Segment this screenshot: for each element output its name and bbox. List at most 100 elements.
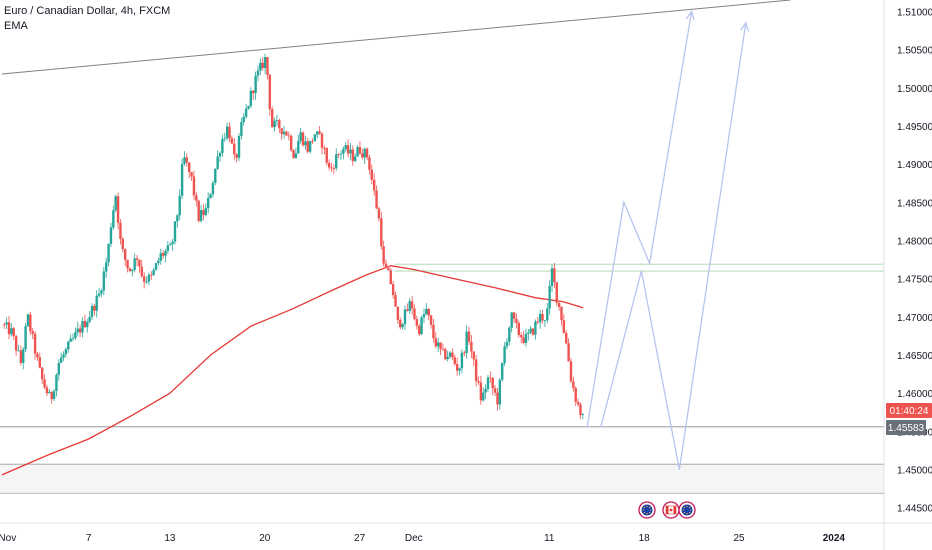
candle-body <box>43 379 46 388</box>
candle <box>280 128 283 140</box>
candle-body <box>86 321 89 328</box>
candle-body <box>19 350 23 364</box>
candle-body <box>318 131 321 134</box>
candle-body <box>519 335 523 338</box>
candle-body <box>237 136 241 158</box>
candle-body <box>470 341 473 352</box>
candle <box>368 154 371 175</box>
candle-body <box>10 328 13 335</box>
eu-flag-icon[interactable] <box>638 501 656 519</box>
candle-body <box>135 258 139 260</box>
candle-body <box>287 135 291 137</box>
candle <box>10 323 13 337</box>
candle <box>233 138 236 160</box>
candle <box>548 280 551 315</box>
candle-body <box>24 326 27 350</box>
candle-body <box>396 306 400 320</box>
candle-body <box>45 387 49 394</box>
candle <box>565 330 568 345</box>
candle <box>188 162 191 179</box>
candle <box>86 318 89 333</box>
candle-body <box>252 90 255 94</box>
candle <box>199 204 203 223</box>
candle <box>140 259 143 278</box>
flag-star <box>688 506 691 509</box>
candle <box>109 222 113 248</box>
candle <box>259 58 262 76</box>
candle-body <box>434 338 438 347</box>
candle-body <box>64 349 68 355</box>
candle <box>19 345 23 366</box>
candle <box>396 306 400 325</box>
candle-body <box>299 132 302 141</box>
candle-body <box>280 128 283 135</box>
flag-band-left <box>666 506 669 514</box>
candle <box>553 263 556 289</box>
candle-body <box>268 74 272 110</box>
candle <box>116 192 120 230</box>
candle <box>225 122 229 141</box>
candle-body <box>128 268 132 272</box>
candle-body <box>59 357 63 363</box>
candle-body <box>29 314 32 332</box>
candle-body <box>515 318 518 323</box>
candle-body <box>512 312 516 319</box>
candle-body <box>415 319 419 326</box>
candle <box>429 314 433 329</box>
candle <box>522 330 525 345</box>
candle <box>401 323 404 330</box>
candle-body <box>541 313 544 321</box>
candle <box>557 302 561 311</box>
candle <box>14 334 18 357</box>
candle-body <box>48 392 51 394</box>
candle <box>489 371 492 384</box>
candle-body <box>408 301 411 311</box>
candle <box>105 257 108 278</box>
candle-body <box>335 154 338 169</box>
projection-arrowhead <box>740 21 750 32</box>
candle <box>484 384 487 400</box>
price-tick-label: 1.45000 <box>897 466 932 477</box>
candle <box>358 141 362 155</box>
time-tick-label: 25 <box>733 533 745 544</box>
candle-body <box>185 157 189 163</box>
flag-band-right <box>673 506 676 514</box>
price-tick-label: 1.46000 <box>897 389 932 400</box>
candle <box>510 312 513 333</box>
candle <box>299 127 302 144</box>
candle <box>420 315 423 336</box>
symbol-title[interactable]: Euro / Canadian Dollar, 4h, FXCM <box>4 5 171 17</box>
candle-body <box>83 321 87 328</box>
candle-body <box>569 361 573 382</box>
candle-body <box>36 353 39 358</box>
eu-flag-icon[interactable] <box>678 501 696 519</box>
candle-body <box>498 379 502 405</box>
indicator-label[interactable]: EMA <box>4 20 28 32</box>
candle-body <box>259 62 262 71</box>
candle <box>183 151 186 166</box>
candle <box>486 374 490 392</box>
candle-body <box>316 131 319 135</box>
candle <box>569 358 573 384</box>
candle <box>474 354 478 387</box>
candle-body <box>242 116 245 123</box>
candle-body <box>401 324 404 328</box>
candle <box>292 148 295 159</box>
candle-body <box>436 342 440 347</box>
candle <box>546 303 549 324</box>
candle <box>192 170 196 201</box>
candle-body <box>339 153 343 155</box>
candle <box>463 350 466 357</box>
candle <box>178 189 181 221</box>
candle <box>387 267 390 271</box>
candle <box>263 53 267 75</box>
candle <box>12 326 15 341</box>
candle <box>403 305 407 331</box>
canada-flag-icon[interactable] <box>662 501 680 519</box>
candle <box>48 389 51 394</box>
candle-body <box>394 295 397 307</box>
candle-body <box>553 268 556 283</box>
candle-body <box>266 57 269 75</box>
candle-body <box>546 308 549 321</box>
